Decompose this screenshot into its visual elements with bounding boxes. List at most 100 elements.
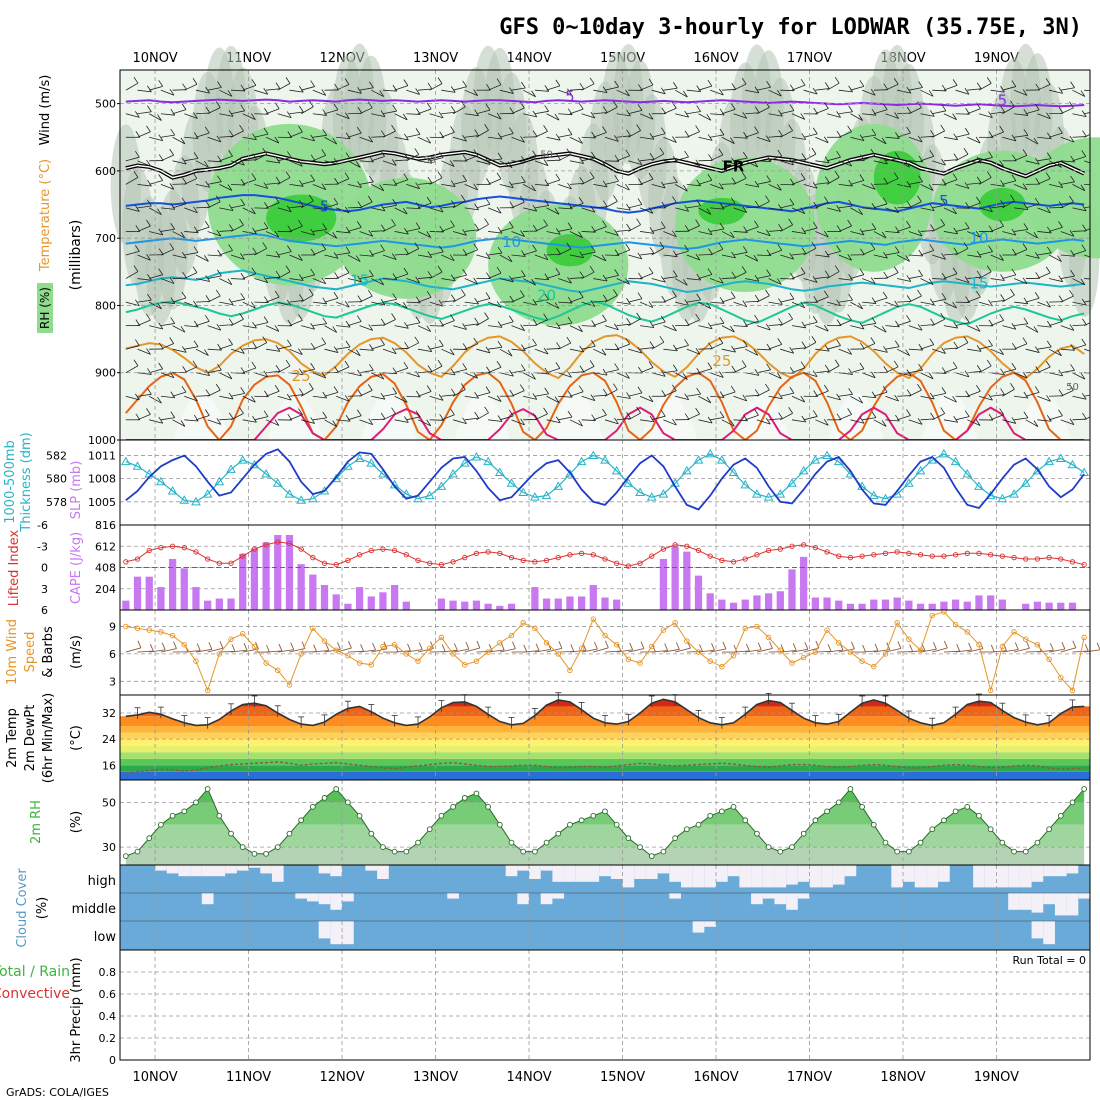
wind-barb-flag xyxy=(1070,81,1075,88)
wind-barb-flag xyxy=(251,207,256,215)
wind-barb-flag xyxy=(637,104,643,111)
wind-barb xyxy=(756,160,771,162)
cloud-clear-block xyxy=(271,865,284,882)
wind-barb xyxy=(207,369,222,374)
wind-speed-marker xyxy=(613,641,620,648)
wind-barb-flag xyxy=(285,265,291,272)
wind-barb xyxy=(826,301,841,307)
wind-barb-flag xyxy=(811,336,817,343)
wind-barb-flag xyxy=(719,222,725,230)
wind-barb xyxy=(546,395,560,403)
wind-barb-flag xyxy=(1011,417,1017,424)
thickness-marker xyxy=(459,458,470,467)
wind-barb-flag xyxy=(286,205,292,212)
wind-barb xyxy=(581,231,596,233)
wind-barb xyxy=(1049,89,1063,94)
wind-barb xyxy=(1060,87,1075,91)
surface-barb xyxy=(1037,649,1054,653)
wind-barb-flag xyxy=(754,389,760,396)
wind-barb-flag xyxy=(263,222,269,229)
wind-barb-flag xyxy=(531,373,536,380)
wind-barb xyxy=(289,254,303,261)
wind-barb-flag xyxy=(204,220,210,228)
wind-barb-flag xyxy=(182,271,187,279)
wind-barb-flag xyxy=(450,86,456,93)
wind-barb xyxy=(394,325,409,329)
wind-barb xyxy=(558,154,572,162)
wind-barb xyxy=(803,278,818,283)
wind-barb xyxy=(721,89,736,91)
wind-barb-flag xyxy=(707,228,713,235)
cape-bar xyxy=(554,598,562,610)
wind-barb xyxy=(815,182,830,185)
rh-band xyxy=(125,824,1085,848)
wind-barb xyxy=(499,254,513,263)
cloud-clear-block xyxy=(1043,893,1055,905)
cape-bar xyxy=(204,600,212,610)
wind-speed-marker xyxy=(204,687,211,694)
cape-bar xyxy=(694,575,703,610)
wind-barb xyxy=(932,160,946,166)
thickness-marker xyxy=(939,448,949,458)
wind-barb xyxy=(382,299,397,303)
wind-barb-flag xyxy=(147,368,152,375)
wind-barb-flag xyxy=(192,266,198,273)
thickness-marker xyxy=(483,456,493,466)
wind-barb xyxy=(312,395,327,399)
wind-barb-flag xyxy=(870,337,876,344)
wind-barb-flag xyxy=(298,180,304,187)
wind-barb xyxy=(488,346,503,350)
wind-barb xyxy=(955,89,970,95)
li-marker xyxy=(345,557,351,564)
wind-barb-flag xyxy=(894,300,899,308)
wind-barb xyxy=(219,230,234,232)
wind-barb-flag xyxy=(532,110,538,118)
wind-barb-flag xyxy=(602,314,607,322)
wind-barb xyxy=(721,183,736,185)
wind-barb-flag xyxy=(906,409,911,416)
wind-barb-flag xyxy=(708,248,713,255)
wind-barb xyxy=(534,393,549,397)
wind-barb xyxy=(686,205,701,209)
surface-barb-flag xyxy=(161,642,166,650)
wind-barb xyxy=(838,160,852,167)
date-tick-top: 13NOV xyxy=(413,51,458,66)
surface-barb-flag xyxy=(640,641,645,649)
wind-barb-flag xyxy=(589,265,595,273)
cape-bar xyxy=(1045,602,1053,610)
wind-barb-flag xyxy=(556,342,561,349)
wind-barb-flag xyxy=(812,127,818,135)
wind-barb-flag xyxy=(848,105,853,113)
wind-barb xyxy=(160,301,175,304)
wind-barb xyxy=(920,278,934,286)
wind-barb xyxy=(733,177,747,185)
wind-barb-flag xyxy=(532,393,538,400)
rh-band xyxy=(125,847,1085,865)
wind-barb xyxy=(815,370,830,374)
precip-tick: 0.6 xyxy=(99,988,117,1001)
wind-barb xyxy=(885,113,899,119)
wind-barb xyxy=(371,344,385,350)
date-tick-top: 14NOV xyxy=(506,51,551,66)
wind-barb-flag xyxy=(940,407,946,414)
cape-bar xyxy=(274,535,282,610)
wind-barb-flag xyxy=(941,198,947,206)
wind-barb-flag xyxy=(860,248,865,255)
wind-barb-flag xyxy=(357,389,363,397)
wind-barb-flag xyxy=(613,100,618,108)
wind-barb xyxy=(850,274,864,279)
wind-barb-flag xyxy=(778,392,783,399)
wind-barb-flag xyxy=(859,322,865,330)
wind-barb-flag xyxy=(637,198,643,205)
wind-barb xyxy=(616,417,631,421)
cape-bar xyxy=(531,587,539,610)
wind-barb xyxy=(312,249,326,256)
wind-barb xyxy=(639,301,654,308)
wind-barb-flag xyxy=(602,86,608,93)
wind-barb-flag xyxy=(579,177,585,184)
wind-barb-flag xyxy=(507,255,513,263)
wind-barb xyxy=(663,254,678,258)
wind-barb xyxy=(932,130,945,138)
wind-barb-flag xyxy=(474,223,479,230)
wind-barb xyxy=(160,228,175,232)
